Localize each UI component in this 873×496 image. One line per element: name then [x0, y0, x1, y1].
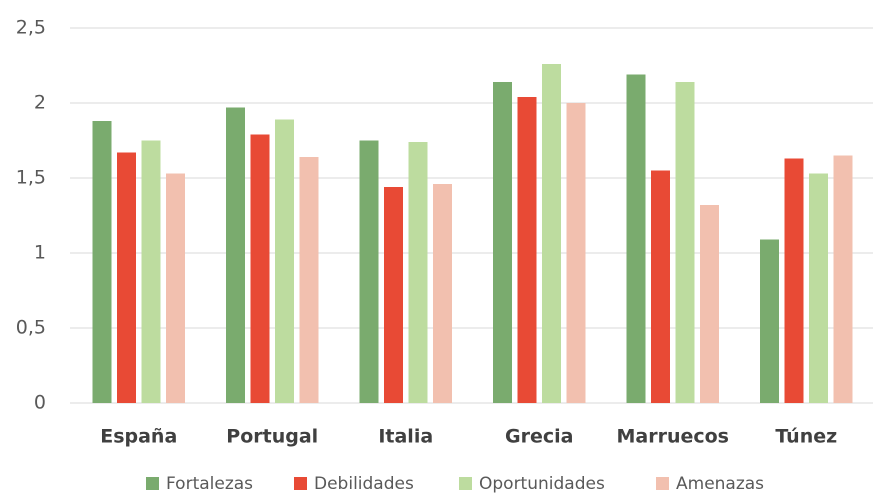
bar: [359, 140, 379, 403]
bar: [408, 142, 428, 403]
bar: [117, 152, 136, 403]
bar: [651, 170, 670, 403]
legend-label: Fortalezas: [166, 474, 253, 494]
x-tick-label: Grecia: [505, 426, 573, 448]
legend-swatch: [294, 477, 307, 490]
bar: [542, 64, 561, 403]
bar: [141, 140, 161, 403]
bar: [626, 74, 646, 403]
x-tick-label: España: [100, 426, 177, 448]
bar: [566, 103, 586, 403]
bar: [833, 155, 853, 403]
bar: [226, 107, 245, 403]
x-tick-label: Italia: [378, 426, 433, 448]
bar: [700, 205, 719, 403]
y-tick-label: 2: [34, 92, 46, 114]
y-tick-label: 0: [34, 392, 46, 414]
x-tick-label: Marruecos: [616, 426, 729, 448]
bar: [493, 82, 512, 403]
y-tick-label: 1: [34, 242, 46, 264]
bar: [784, 158, 804, 403]
legend-swatch: [656, 477, 669, 490]
legend-label: Debilidades: [314, 474, 414, 494]
bar: [433, 184, 452, 403]
x-tick-label: Túnez: [775, 426, 837, 448]
bar: [384, 187, 403, 403]
x-tick-label: Portugal: [226, 426, 318, 448]
y-tick-label: 2,5: [16, 17, 46, 39]
bar: [517, 97, 537, 403]
bar: [809, 173, 828, 403]
legend-swatch: [459, 477, 472, 490]
bar: [675, 82, 695, 403]
y-tick-label: 1,5: [16, 167, 46, 189]
y-tick-label: 0,5: [16, 317, 46, 339]
bar: [92, 121, 112, 403]
bar: [299, 157, 319, 403]
bar: [250, 134, 270, 403]
legend-label: Oportunidades: [479, 474, 605, 494]
legend-swatch: [146, 477, 159, 490]
bar: [166, 173, 185, 403]
legend-label: Amenazas: [676, 474, 764, 494]
bar: [760, 239, 779, 403]
bar: [275, 119, 294, 403]
